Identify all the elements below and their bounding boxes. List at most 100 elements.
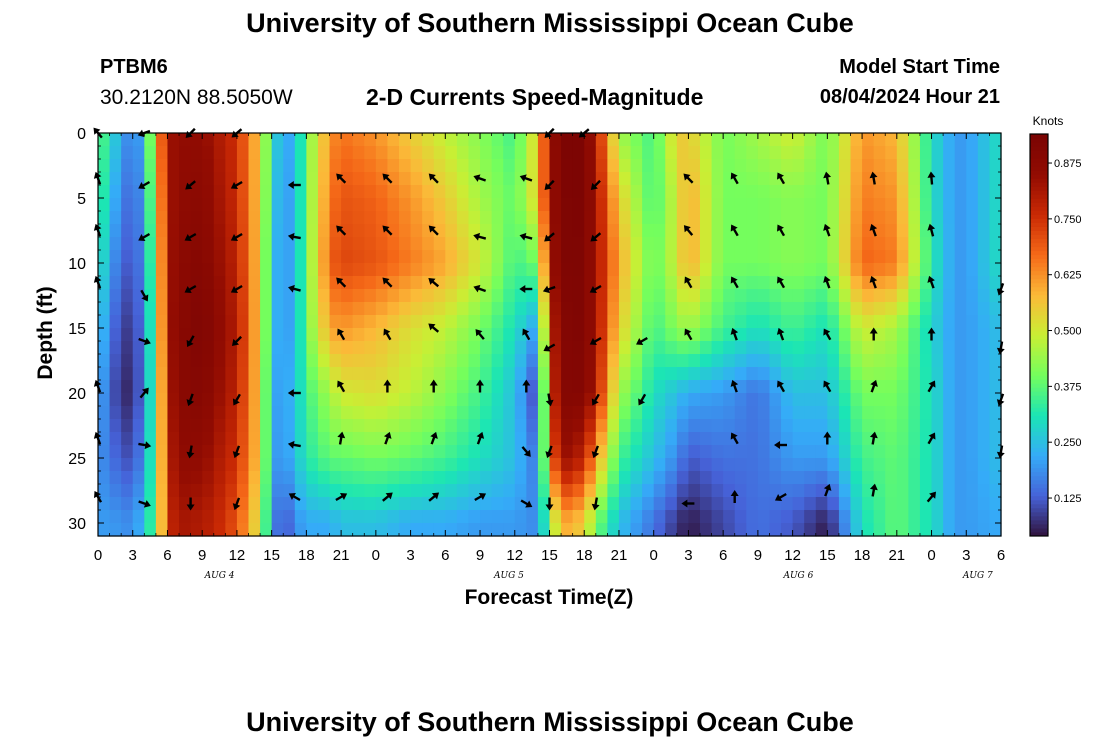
heatmap-cell — [190, 419, 203, 433]
heatmap-cell — [155, 354, 169, 368]
heatmap-cell — [167, 367, 180, 381]
heatmap-cell — [98, 172, 111, 186]
heatmap-cell — [630, 289, 643, 303]
heatmap-cell — [827, 497, 840, 511]
colorbar-swatch — [1030, 495, 1048, 501]
heatmap-cell — [109, 471, 122, 485]
heatmap-cell — [144, 237, 157, 251]
heatmap-cell — [433, 393, 446, 407]
heatmap-cell — [595, 458, 608, 472]
heatmap-cell — [503, 393, 516, 407]
heatmap-cell — [306, 341, 319, 355]
heatmap-cell — [456, 380, 470, 394]
heatmap-cell — [642, 224, 655, 238]
heatmap-cell — [827, 302, 840, 316]
heatmap-cell — [260, 406, 273, 420]
heatmap-cell — [838, 341, 852, 355]
heatmap-cell — [954, 445, 967, 459]
heatmap-cell — [954, 393, 967, 407]
heatmap-cell — [792, 380, 805, 394]
heatmap-cell — [456, 510, 470, 524]
heatmap-cell — [445, 263, 458, 277]
heatmap-cell — [746, 224, 759, 238]
heatmap-cell — [561, 367, 574, 381]
heatmap-cell — [167, 354, 180, 368]
heatmap-cell — [375, 523, 389, 537]
heatmap-cell — [966, 354, 979, 368]
heatmap-cell — [746, 471, 759, 485]
heatmap-cell — [595, 432, 608, 446]
heatmap-cell — [260, 146, 273, 160]
heatmap-cell — [896, 367, 909, 381]
heatmap-cell — [225, 380, 238, 394]
heatmap-cell — [155, 380, 169, 394]
heatmap-cell — [734, 237, 747, 251]
heatmap-cell — [491, 315, 504, 329]
heatmap-cell — [248, 458, 261, 472]
heatmap-cell — [966, 315, 979, 329]
heatmap-cell — [306, 458, 319, 472]
heatmap-cell — [908, 315, 921, 329]
heatmap-cell — [908, 406, 921, 420]
heatmap-cell — [607, 315, 620, 329]
heatmap-cell — [387, 237, 400, 251]
heatmap-cell — [537, 497, 551, 511]
heatmap-cell — [225, 328, 238, 342]
colorbar-tick-label: 0.375 — [1054, 381, 1082, 393]
heatmap-cell — [815, 302, 828, 316]
heatmap-cell — [873, 523, 886, 537]
heatmap-cell — [908, 250, 921, 264]
heatmap-cell — [700, 276, 713, 290]
heatmap-cell — [862, 523, 875, 537]
heatmap-cell — [885, 354, 898, 368]
heatmap-cell — [167, 419, 180, 433]
heatmap-cell — [838, 380, 852, 394]
heatmap-cell — [480, 419, 493, 433]
heatmap-cell — [885, 406, 898, 420]
colorbar-swatch — [1030, 278, 1048, 284]
heatmap-cell — [572, 341, 585, 355]
heatmap-cell — [294, 237, 307, 251]
heatmap-cell — [584, 198, 597, 212]
heatmap-cell — [954, 328, 967, 342]
heatmap-cell — [931, 354, 944, 368]
heatmap-cell — [491, 172, 504, 186]
colorbar-swatch — [1030, 286, 1048, 292]
heatmap-cell — [283, 159, 296, 173]
heatmap-cell — [109, 302, 122, 316]
heatmap-cell — [317, 198, 331, 212]
heatmap-cell — [468, 159, 481, 173]
heatmap-cell — [306, 497, 319, 511]
heatmap-cell — [862, 445, 875, 459]
heatmap-cell — [364, 458, 377, 472]
heatmap-cell — [503, 406, 516, 420]
heatmap-cell — [213, 159, 226, 173]
current-arrow — [382, 492, 393, 502]
heatmap-cell — [723, 133, 736, 147]
x-tick-label: 12 — [229, 547, 246, 564]
heatmap-cell — [804, 341, 817, 355]
heatmap-cell — [885, 250, 898, 264]
heatmap-cell — [294, 380, 307, 394]
heatmap-cell — [213, 393, 226, 407]
heatmap-cell — [317, 289, 331, 303]
heatmap-cell — [202, 172, 215, 186]
heatmap-cell — [491, 328, 504, 342]
current-arrow — [287, 232, 301, 241]
heatmap-cell — [364, 432, 377, 446]
x-tick-label: 12 — [506, 547, 523, 564]
colorbar-swatch — [1030, 347, 1048, 352]
heatmap-cell — [757, 523, 771, 537]
heatmap-cell — [202, 250, 215, 264]
heatmap-cell — [630, 198, 643, 212]
heatmap-cell — [561, 237, 574, 251]
station-id: PTBM6 — [100, 56, 168, 78]
heatmap-cell — [549, 159, 562, 173]
heatmap-cell — [757, 224, 771, 238]
heatmap-cell — [375, 354, 389, 368]
heatmap-cell — [653, 432, 666, 446]
heatmap-cell — [352, 484, 365, 498]
current-arrow — [777, 380, 786, 393]
heatmap-cell — [294, 211, 307, 225]
heatmap-cell — [688, 185, 701, 199]
